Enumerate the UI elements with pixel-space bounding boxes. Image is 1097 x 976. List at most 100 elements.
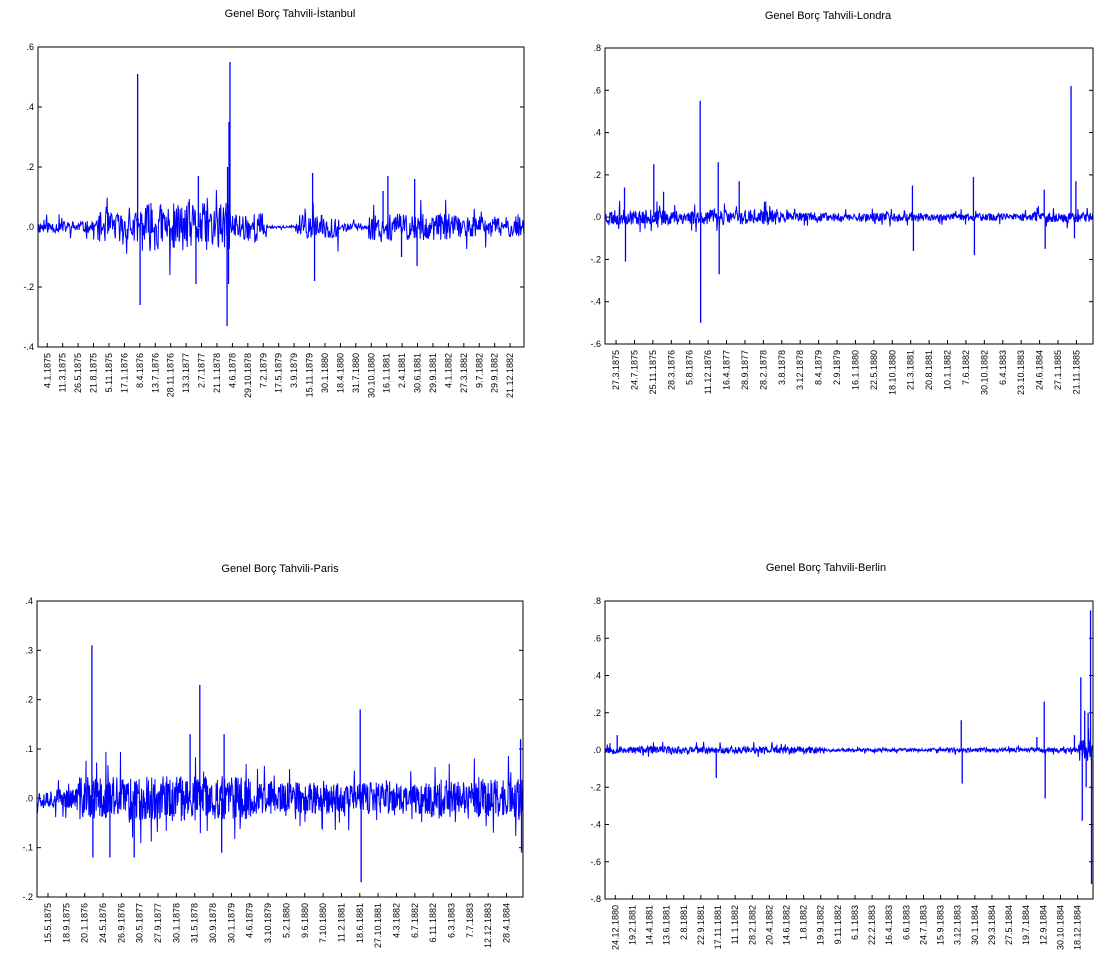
y-tick-label: -.8 <box>590 894 601 904</box>
x-tick-label: 18.4.1880 <box>335 353 345 393</box>
x-tick-label: 4.3.1882 <box>391 903 401 938</box>
chart-londra: Genel Borç Tahvili-Londra .8 .6 .4 .2 .0 -.2 -.… <box>590 10 1094 395</box>
x-tick-label: 6.3.1883 <box>446 903 456 938</box>
y-tick-label: -.2 <box>590 254 601 264</box>
x-tick-label: 6.4.1883 <box>998 350 1008 385</box>
x-tick-label: 29.3.1884 <box>987 905 997 945</box>
y-tick-label: .3 <box>25 645 33 655</box>
x-tick-label: 8.4.1876 <box>135 353 145 388</box>
x-tick-label: 9.11.1882 <box>833 905 843 944</box>
x-tick-label: 5.11.1875 <box>104 353 114 392</box>
y-tick-label: -.2 <box>590 782 601 792</box>
x-tick-label: 1.8.1882 <box>799 905 809 940</box>
x-tick-label: 4.6.1878 <box>227 353 237 388</box>
x-tick-label: 27.10.1881 <box>373 903 383 948</box>
y-tick-label: -.4 <box>590 820 601 830</box>
x-tick-label: 11.1.1882 <box>730 905 740 944</box>
chart-title: Genel Borç Tahvili-Paris <box>221 563 339 575</box>
x-tick-label: 30.1.1878 <box>171 903 181 943</box>
x-tick-label: 21.1.1878 <box>212 353 222 393</box>
y-tick-label: -.6 <box>590 857 601 867</box>
x-tick-label: 7.10.1880 <box>318 903 328 943</box>
x-tick-label: 3.12.1883 <box>953 905 963 945</box>
x-tick-label: 24.12.1880 <box>610 905 620 950</box>
x-tick-label: 30.1.1884 <box>970 905 980 945</box>
x-tick-label: 13.6.1881 <box>662 905 672 945</box>
x-tick-label: 18.10.1880 <box>887 350 897 395</box>
x-tick-label: 26.5.1875 <box>73 353 83 393</box>
y-tick-label: .4 <box>25 596 33 606</box>
x-tick-label: 3.8.1878 <box>777 350 787 385</box>
x-tick-label: 12.9.1884 <box>1038 905 1048 945</box>
y-tick-label: -.4 <box>590 297 601 307</box>
series-line <box>604 610 1094 885</box>
chart-title: Genel Borç Tahvili-İstanbul <box>225 7 356 20</box>
x-tick-label: 10.1.1882 <box>943 350 953 390</box>
x-tick-label: 5.8.1876 <box>685 350 695 385</box>
x-tick-label: 27.3.1875 <box>611 350 621 390</box>
x-tick-label: 24.5.1876 <box>98 903 108 943</box>
x-tick-label: 22.9.1881 <box>696 905 706 945</box>
plot-frame <box>36 600 524 898</box>
x-tick-label: 21.8.1875 <box>89 353 99 393</box>
x-tick-label: 4.1.1875 <box>42 353 52 388</box>
x-tick-label: 28.11.1876 <box>166 353 176 397</box>
chart-berlin: Genel Borç Tahvili-Berlin .8 .6 .4 .2 .0 -.2 -.… <box>590 562 1094 950</box>
x-tick-label: 31.7.1880 <box>351 353 361 393</box>
x-tick-label: 30.10.1884 <box>1055 905 1065 950</box>
x-tick-label: 27.3.1882 <box>459 353 469 393</box>
chart-title: Genel Borç Tahvili-Berlin <box>766 562 886 574</box>
series-noise-path <box>604 200 1094 233</box>
x-tick-label: 22.2.1883 <box>867 905 877 945</box>
x-tick-label: 5.2.1880 <box>281 903 291 938</box>
x-tick-label: 16.4.1877 <box>722 350 732 390</box>
plot-frame <box>604 47 1094 345</box>
x-tick-label: 6.7.1882 <box>410 903 420 938</box>
x-tick-label: 3.12.1878 <box>795 350 805 390</box>
chart-panel-londra: Genel Borç Tahvili-Londra .8 .6 .4 .2 .0 -.2 -.… <box>548 0 1097 488</box>
x-tick-label: 16.4.1883 <box>884 905 894 945</box>
y-tick-label: .6 <box>593 633 601 643</box>
x-tick-label: 3.10.1879 <box>263 903 273 943</box>
x-tick-label: 21.11.1885 <box>1071 350 1081 394</box>
x-tick-label: 24.6.1884 <box>1035 350 1045 390</box>
x-tick-label: 30.5.1877 <box>135 903 145 943</box>
y-tick-label: -.6 <box>590 339 601 349</box>
x-tick-label: 6.11.1882 <box>428 903 438 942</box>
x-tick-label: 31.5.1878 <box>190 903 200 943</box>
x-tick-label: 2.9.1879 <box>832 350 842 385</box>
x-tick-label: 24.7.1883 <box>918 905 928 945</box>
x-tick-label: 4.6.1879 <box>245 903 255 938</box>
x-tick-label: 9.7.1882 <box>474 353 484 388</box>
x-tick-label: 29.10.1878 <box>243 353 253 398</box>
x-tick-label: 26.9.1876 <box>116 903 126 943</box>
x-tick-label: 30.10.1880 <box>366 353 376 398</box>
chart-istanbul: Genel Borç Tahvili-İstanbul .6 .4 .2 .0 -.2 -.… <box>23 7 525 398</box>
x-tick-label: 19.9.1882 <box>816 905 826 945</box>
x-tick-label: 30.1.1880 <box>320 353 330 393</box>
y-tick-label: .8 <box>593 43 601 53</box>
x-tick-label: 28.2.1882 <box>747 905 757 945</box>
x-tick-label: 30.9.1878 <box>208 903 218 943</box>
x-tick-label: 25.11.1875 <box>648 350 658 394</box>
x-tick-label: 30.10.1882 <box>979 350 989 395</box>
x-tick-label: 9.6.1880 <box>300 903 310 938</box>
y-tick-label: .0 <box>26 222 34 232</box>
x-tick-label: 20.1.1876 <box>80 903 90 943</box>
x-tick-label: 15.5.1875 <box>43 903 53 943</box>
x-tick-label: 13.7.1876 <box>150 353 160 393</box>
y-tick-label: .4 <box>593 671 601 681</box>
x-tick-label: 4.1.1882 <box>443 353 453 388</box>
chart-panel-istanbul: Genel Borç Tahvili-İstanbul .6 .4 .2 .0 -.2 -.… <box>0 0 548 488</box>
x-tick-label: 8.4.1879 <box>814 350 824 385</box>
x-tick-label: 17.11.1881 <box>713 905 723 949</box>
chart-panel-berlin: Genel Borç Tahvili-Berlin .8 .6 .4 .2 .0 -.2 -.… <box>548 488 1097 976</box>
y-tick-label: .6 <box>26 42 34 52</box>
x-tick-label: 7.2.1879 <box>258 353 268 388</box>
x-tick-label: 28.2.1878 <box>758 350 768 390</box>
y-tick-label: .6 <box>593 85 601 95</box>
x-tick-label: 20.8.1881 <box>924 350 934 390</box>
x-tick-label: 28.9.1877 <box>740 350 750 390</box>
series-noise-path <box>37 189 525 276</box>
x-tick-label: 20.4.1882 <box>764 905 774 945</box>
